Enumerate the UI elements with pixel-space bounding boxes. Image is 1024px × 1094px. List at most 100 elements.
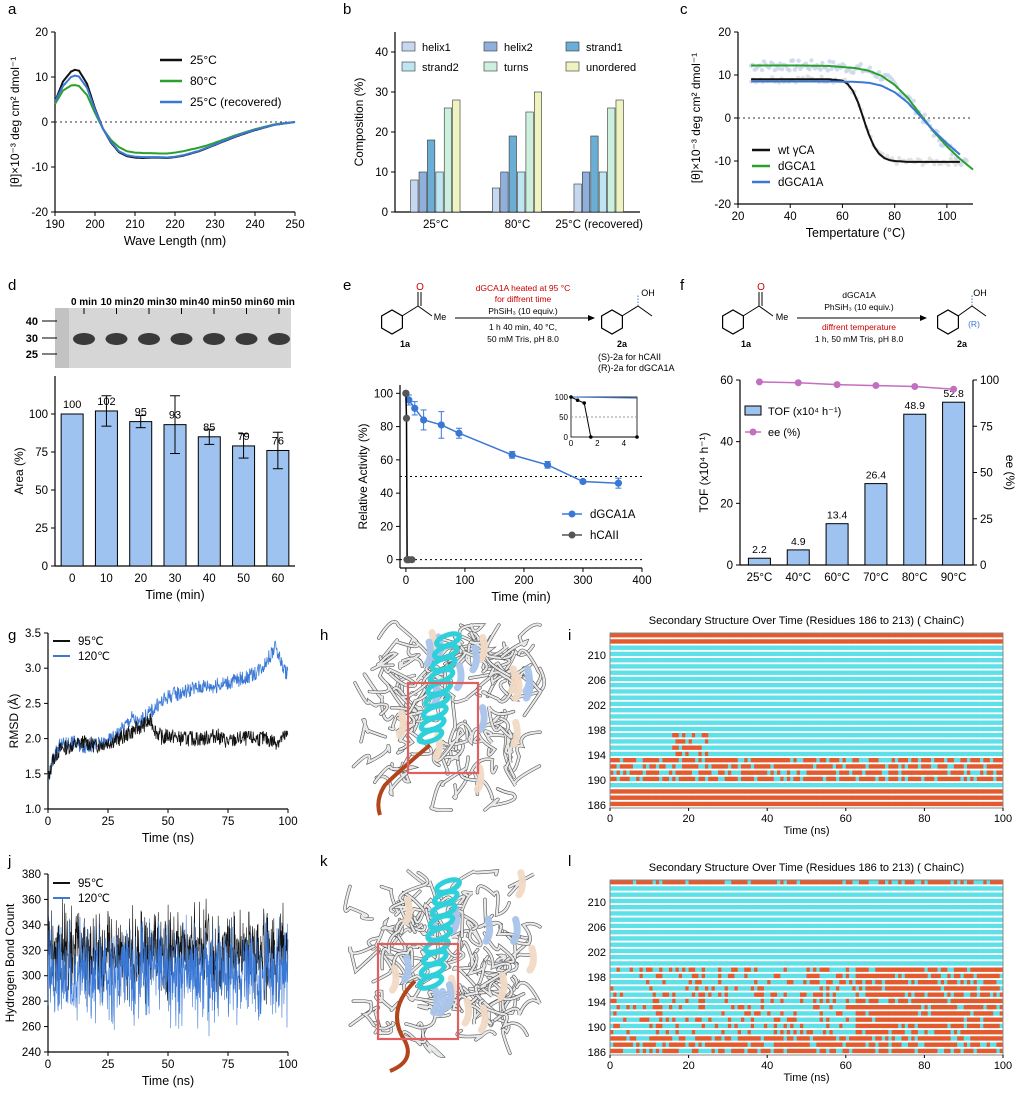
heatmap-cell bbox=[711, 1048, 716, 1054]
heatmap-cell bbox=[835, 789, 840, 794]
heatmap-cell bbox=[852, 676, 856, 682]
heatmap-cell bbox=[934, 751, 938, 757]
heatmap-cell bbox=[914, 651, 919, 657]
heatmap-cell bbox=[845, 751, 850, 757]
heatmap-cell bbox=[908, 651, 912, 657]
heatmap-cell bbox=[973, 695, 978, 700]
heatmap-cell bbox=[675, 689, 680, 694]
heatmap-cell bbox=[816, 683, 820, 688]
heatmap-cell bbox=[636, 651, 640, 657]
heatmap-cell bbox=[986, 683, 991, 688]
heatmap-cell bbox=[685, 1048, 689, 1054]
heatmap-cell bbox=[668, 676, 673, 682]
heatmap-cell bbox=[937, 714, 942, 719]
y-axis-label: [θ]×10⁻³ deg cm² dmol⁻¹ bbox=[689, 53, 703, 183]
heatmap-cell bbox=[770, 651, 775, 657]
heatmap-cell bbox=[858, 664, 863, 669]
heatmap-cell bbox=[845, 745, 850, 750]
heatmap-cell bbox=[685, 639, 689, 644]
heatmap-cell bbox=[639, 676, 644, 682]
heatmap-cell bbox=[734, 758, 739, 763]
heatmap-cell bbox=[708, 1048, 712, 1054]
heatmap-cell bbox=[757, 745, 761, 750]
heatmap-cell bbox=[799, 670, 804, 675]
heatmap-cell bbox=[875, 708, 879, 713]
bar-unordered bbox=[452, 99, 461, 213]
heatmap-cell bbox=[636, 708, 640, 713]
heatmap-cell bbox=[783, 739, 788, 744]
heatmap-cell bbox=[937, 676, 942, 682]
heatmap-cell bbox=[754, 1042, 758, 1047]
heatmap-cell bbox=[721, 1030, 725, 1035]
heatmap-cell bbox=[786, 770, 791, 775]
heatmap-cell bbox=[960, 708, 964, 713]
heatmap-cell bbox=[813, 664, 817, 669]
heatmap-cell bbox=[809, 670, 814, 675]
heatmap-cell bbox=[934, 633, 938, 638]
heatmap-cell bbox=[950, 1030, 955, 1035]
heatmap-cell bbox=[881, 733, 886, 738]
heatmap-cell bbox=[704, 1030, 709, 1035]
heatmap-cell bbox=[668, 776, 673, 782]
heatmap-cell bbox=[652, 795, 657, 800]
heatmap-cell bbox=[747, 708, 752, 713]
heatmap-cell bbox=[819, 764, 824, 769]
heatmap-cell bbox=[799, 733, 804, 738]
legend-label: 120℃ bbox=[78, 893, 110, 905]
gel-band bbox=[105, 333, 128, 345]
heatmap-cell bbox=[947, 764, 951, 769]
heatmap-cell bbox=[714, 695, 719, 700]
heatmap-cell bbox=[924, 795, 928, 800]
heatmap-cell bbox=[829, 645, 833, 650]
heatmap-cell bbox=[872, 745, 876, 750]
heatmap-cell bbox=[953, 758, 958, 763]
heatmap-cell bbox=[993, 714, 997, 719]
heatmap-cell bbox=[727, 1042, 732, 1047]
heatmap-cell bbox=[957, 1036, 961, 1041]
heatmap-cell bbox=[793, 745, 797, 750]
protein-structure-i bbox=[351, 620, 546, 816]
heatmap-cell bbox=[950, 789, 955, 794]
y-tick-label: 0 bbox=[727, 560, 733, 572]
heatmap-cell bbox=[796, 701, 801, 707]
heatmap-cell bbox=[757, 639, 761, 644]
heatmap-cell bbox=[727, 720, 732, 725]
heatmap-cell bbox=[891, 764, 896, 769]
heatmap-cell bbox=[973, 720, 978, 725]
heatmap-cell bbox=[862, 683, 866, 688]
heatmap-cell bbox=[773, 720, 778, 725]
heatmap-cell bbox=[718, 783, 722, 788]
heatmap-cell bbox=[813, 764, 817, 769]
heatmap-cell bbox=[944, 1023, 948, 1029]
heatmap-cell bbox=[695, 720, 699, 725]
heatmap-cell bbox=[754, 789, 758, 794]
heatmap-cell bbox=[724, 645, 729, 650]
heatmap-cell bbox=[806, 801, 811, 807]
heatmap-cell bbox=[917, 720, 922, 725]
heatmap-cell bbox=[826, 695, 830, 700]
highlight-box bbox=[376, 942, 460, 1041]
heatmap-cell bbox=[898, 783, 902, 788]
heatmap-cell bbox=[806, 633, 811, 638]
heatmap-cell bbox=[796, 1030, 801, 1035]
coil-strand bbox=[517, 649, 542, 685]
heatmap-cell bbox=[737, 770, 742, 775]
heatmap-cell bbox=[980, 720, 984, 725]
y-tick-label: -10 bbox=[714, 156, 731, 168]
heatmap-cell bbox=[688, 764, 693, 769]
heatmap-cell bbox=[999, 764, 1004, 769]
heatmap-cell bbox=[835, 739, 840, 744]
heatmap-cell bbox=[930, 708, 935, 713]
heatmap-cell bbox=[966, 639, 971, 644]
heatmap-cell bbox=[770, 745, 775, 750]
heatmap-cell bbox=[872, 801, 876, 807]
heatmap-cell bbox=[623, 633, 627, 638]
heatmap-cell bbox=[741, 801, 745, 807]
heatmap-cell bbox=[924, 695, 928, 700]
heatmap-cell bbox=[891, 695, 896, 700]
heatmap-cell bbox=[636, 745, 640, 750]
heatmap-cell bbox=[862, 701, 866, 707]
heatmap-cell bbox=[727, 664, 732, 669]
heatmap-cell bbox=[973, 1030, 978, 1035]
heatmap-cell bbox=[868, 708, 873, 713]
